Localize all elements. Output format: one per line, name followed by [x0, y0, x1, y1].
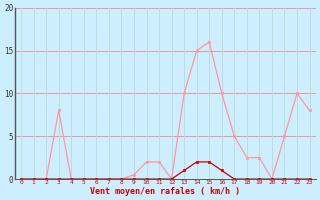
X-axis label: Vent moyen/en rafales ( km/h ): Vent moyen/en rafales ( km/h )	[90, 187, 240, 196]
